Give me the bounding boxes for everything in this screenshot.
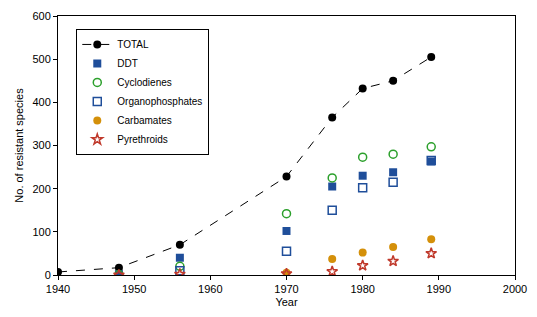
svg-text:1980: 1980 bbox=[350, 283, 374, 295]
svg-text:1970: 1970 bbox=[274, 283, 298, 295]
svg-text:Carbamates: Carbamates bbox=[117, 115, 171, 126]
svg-text:1950: 1950 bbox=[122, 283, 146, 295]
svg-text:DDT: DDT bbox=[117, 58, 138, 69]
svg-text:Year: Year bbox=[275, 296, 298, 308]
svg-text:Cyclodienes: Cyclodienes bbox=[117, 77, 171, 88]
svg-text:1940: 1940 bbox=[46, 283, 70, 295]
svg-text:1960: 1960 bbox=[198, 283, 222, 295]
svg-text:0: 0 bbox=[45, 269, 51, 281]
svg-text:2000: 2000 bbox=[503, 283, 527, 295]
svg-text:400: 400 bbox=[32, 96, 50, 108]
svg-text:300: 300 bbox=[32, 139, 50, 151]
svg-text:600: 600 bbox=[32, 10, 50, 22]
svg-text:No. of resistant species: No. of resistant species bbox=[13, 88, 25, 203]
svg-text:1990: 1990 bbox=[427, 283, 451, 295]
svg-text:200: 200 bbox=[32, 183, 50, 195]
svg-text:TOTAL: TOTAL bbox=[117, 39, 149, 50]
svg-text:Organophosphates: Organophosphates bbox=[117, 96, 202, 107]
svg-text:Pyrethroids: Pyrethroids bbox=[117, 134, 168, 145]
svg-text:100: 100 bbox=[32, 226, 50, 238]
svg-text:500: 500 bbox=[32, 53, 50, 65]
